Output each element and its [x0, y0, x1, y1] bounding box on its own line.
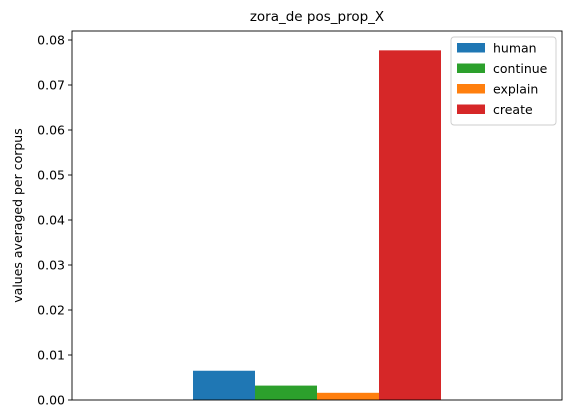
chart-title: zora_de pos_prop_X	[250, 9, 384, 25]
y-tick-label: 0.04	[37, 213, 65, 228]
y-tick-label: 0.02	[37, 303, 65, 318]
legend-swatch-human	[457, 43, 485, 53]
y-tick-label: 0.01	[37, 348, 65, 363]
y-tick-label: 0.03	[37, 258, 65, 273]
y-tick-label: 0.06	[37, 123, 65, 138]
legend-swatch-continue	[457, 63, 485, 73]
bar-continue	[255, 385, 317, 400]
bar-explain	[317, 392, 379, 400]
y-axis-ticks: 0.00 0.01 0.02 0.03 0.04 0.05 0.06 0.07 0.08	[37, 33, 72, 408]
bars	[193, 50, 441, 400]
legend-label-continue: continue	[493, 61, 548, 76]
legend-swatch-create	[457, 104, 485, 114]
bar-human	[193, 370, 255, 400]
y-tick-label: 0.05	[37, 168, 65, 183]
legend-swatch-explain	[457, 84, 485, 94]
legend-frame	[450, 36, 557, 126]
y-tick-label: 0.00	[37, 393, 65, 408]
legend: human continue explain create	[450, 36, 557, 126]
y-tick-label: 0.07	[37, 78, 65, 93]
legend-label-create: create	[493, 102, 533, 117]
bar-create	[379, 50, 441, 400]
legend-label-human: human	[493, 41, 537, 56]
plot-frame	[71, 30, 563, 401]
y-tick-label: 0.08	[37, 33, 65, 48]
y-axis-label: values averaged per corpus	[10, 128, 25, 302]
legend-label-explain: explain	[493, 82, 538, 97]
